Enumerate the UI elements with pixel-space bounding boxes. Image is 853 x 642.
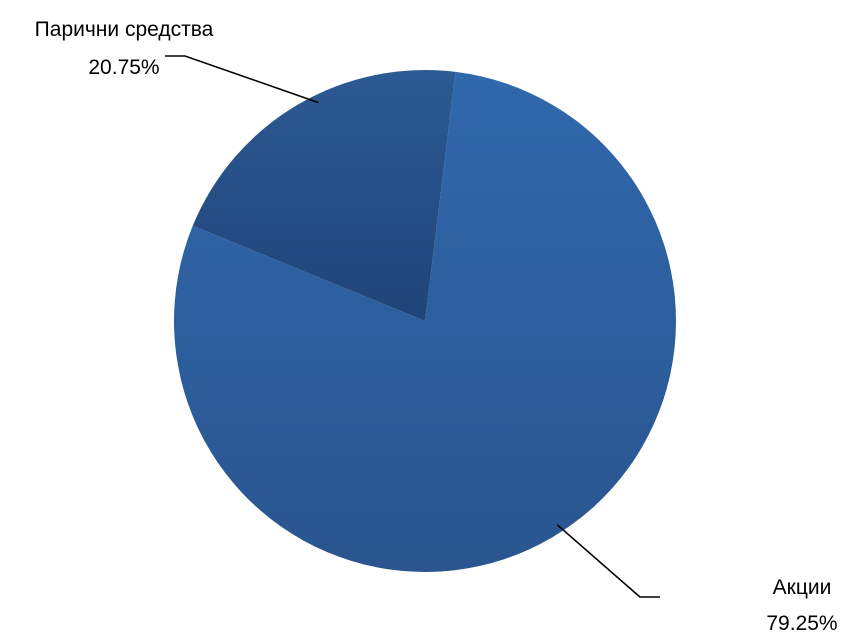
data-label-percent-parichni-sredstva: 20.75% (88, 56, 159, 79)
data-label-percent-aktsii: 79.25% (766, 612, 837, 635)
pie-slice-aktsii (173, 71, 676, 572)
leader-line-parichni-sredstva (165, 55, 319, 104)
leader-line-aktsii (556, 524, 660, 598)
pie-slice-parichni-sredstva (192, 69, 456, 321)
pie-slices (173, 69, 676, 572)
data-labels: Парични средства 20.75% Акции 79.25% (35, 18, 838, 635)
data-label-category-aktsii: Акции (773, 576, 832, 599)
data-label-category-parichni-sredstva: Парични средства (35, 18, 214, 41)
leader-lines (165, 55, 660, 598)
